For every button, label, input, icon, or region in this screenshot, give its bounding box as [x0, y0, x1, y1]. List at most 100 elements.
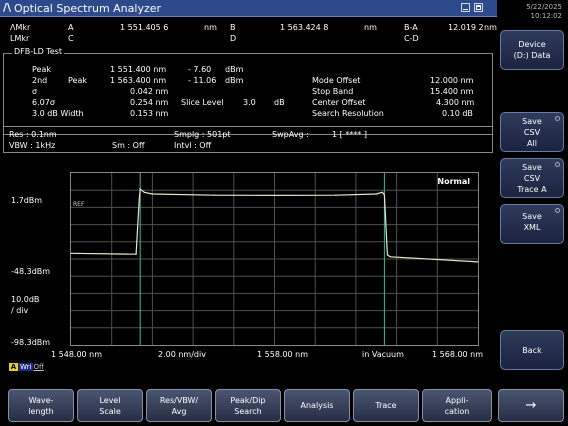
- softkey-line: Back: [522, 346, 542, 355]
- fkey-line: Scale: [99, 406, 121, 416]
- fkey-line: Res/VBW/: [159, 395, 199, 405]
- datetime-display: 5/22/2025 10:12:02: [497, 0, 568, 26]
- trace-point: [386, 254, 389, 256]
- trace-point: [389, 256, 392, 258]
- level-scale-key[interactable]: Level Scale: [77, 389, 143, 422]
- marker-ba-value: 12.019 2: [448, 23, 484, 32]
- peak-dip-search-key[interactable]: Peak/Dip Search: [215, 389, 281, 422]
- trace-key[interactable]: Trace: [353, 389, 419, 422]
- swpavg-label: SwpAvg :: [272, 130, 309, 139]
- trace-point: [138, 199, 140, 201]
- marker-ba-unit: nm: [484, 23, 497, 32]
- date-text: 5/22/2025: [526, 3, 562, 11]
- trace-point: [135, 253, 137, 255]
- x-start-label: 1 548.00 nm: [51, 350, 103, 359]
- y-scale-label-1: 10.0dB: [11, 295, 40, 304]
- softkey-panel: Device (D:) Data Save CSV All Save CSV T…: [497, 26, 568, 380]
- app-logo-icon: /\: [3, 1, 12, 14]
- softkey-line: XML: [523, 223, 541, 232]
- res-vbw-avg-key[interactable]: Res/VBW/ Avg: [146, 389, 212, 422]
- maximize-button[interactable]: [474, 3, 483, 12]
- display-mode-label: Normal: [437, 177, 470, 186]
- second-level: - 11.06: [188, 76, 217, 85]
- next-page-arrow-key[interactable]: →: [498, 389, 564, 422]
- ref-marker-label: REF: [73, 201, 85, 208]
- smplg-text: Smplg : 501pt: [174, 130, 231, 139]
- marker-cd-label: C-D: [404, 34, 419, 43]
- softkey-line: (D:) Data: [513, 51, 551, 60]
- write-state: Off: [33, 363, 44, 371]
- write-mode: Wri: [18, 363, 34, 371]
- write-indicator: A Wri Off: [9, 363, 44, 374]
- trace-point: [383, 194, 385, 196]
- wavelength-key[interactable]: Wave- length: [8, 389, 74, 422]
- trace-point: [143, 191, 145, 193]
- amkr-id: A: [68, 23, 74, 32]
- dfb-ld-test-title: DFB-LD Test: [12, 47, 65, 56]
- marker-ba-label: B-A: [404, 23, 418, 32]
- indicator-dot-icon: [555, 208, 560, 213]
- window-title: Optical Spectrum Analyzer: [14, 2, 162, 15]
- x-div-label: 2.00 nm/div: [158, 350, 206, 359]
- minimize-button[interactable]: [461, 3, 470, 12]
- search-resolution-label: Search Resolution: [312, 109, 384, 118]
- title-bar: /\ Optical Spectrum Analyzer: [0, 0, 497, 17]
- softkey-line: Save: [522, 212, 542, 221]
- marker-b-unit: nm: [364, 23, 377, 32]
- softkey-line: CSV: [523, 174, 541, 183]
- indicator-dot-icon: [555, 162, 560, 167]
- trace-point: [151, 193, 153, 195]
- device-data-softkey[interactable]: Device (D:) Data: [500, 30, 564, 70]
- spectrum-graph[interactable]: Normal REF: [70, 172, 479, 346]
- x-center-label: 1 558.00 nm: [257, 350, 309, 359]
- save-xml-softkey[interactable]: Save XML: [500, 204, 564, 244]
- amkr-label: ΛMkr: [10, 23, 31, 32]
- fkey-line: cation: [444, 406, 470, 416]
- marker-d-label: D: [230, 34, 237, 43]
- peak-level-unit: dBm: [225, 65, 244, 74]
- res-text: Res : 0.1nm: [9, 130, 57, 139]
- swpavg-value: 1 [ **** ]: [332, 130, 367, 139]
- softkey-line: Device: [518, 40, 546, 49]
- analysis-key[interactable]: Analysis: [284, 389, 350, 422]
- x-medium-label: in Vacuum: [362, 350, 404, 359]
- conditions-box: [3, 126, 493, 153]
- second-peak-label: Peak: [68, 76, 87, 85]
- sigma-value: 0.042 nm: [130, 87, 169, 96]
- trace-point: [381, 191, 383, 193]
- back-softkey[interactable]: Back: [500, 330, 564, 370]
- softkey-line: Save: [522, 163, 542, 172]
- measurement-panel: ΛMkr A 1 551.405 6 nm B 1 563.424 8 nm B…: [0, 17, 497, 154]
- slice-level-unit: dB: [274, 98, 285, 107]
- sigma607-label: 6.07σ: [32, 98, 55, 107]
- y-mid-label: -48.3dBm: [11, 267, 51, 276]
- lmkr-id: C: [68, 34, 74, 43]
- arrow-right-icon: →: [525, 398, 537, 413]
- trace-id: A: [9, 363, 18, 371]
- trace-point: [375, 193, 377, 195]
- trace-point: [71, 252, 72, 254]
- application-key[interactable]: Appli- cation: [422, 389, 492, 422]
- y-bottom-label: -98.3dBm: [11, 338, 51, 347]
- trace-point: [477, 261, 478, 263]
- fkey-line: Search: [234, 406, 262, 416]
- sigma607-value: 0.254 nm: [130, 98, 169, 107]
- softkey-line: CSV: [523, 128, 541, 137]
- indicator-dot-icon: [555, 116, 560, 121]
- stop-band-value: 15.400 nm: [430, 87, 474, 96]
- softkey-line: Trace A: [517, 185, 547, 194]
- sm-text: Sm : Off: [112, 141, 145, 150]
- spectrum-plot: [71, 173, 478, 345]
- fkey-line: Level: [99, 395, 121, 405]
- y-top-label: 1.7dBm: [11, 196, 43, 205]
- save-csv-all-softkey[interactable]: Save CSV All: [500, 112, 564, 152]
- fkey-line: Avg: [171, 406, 187, 416]
- fkey-line: Peak/Dip: [230, 395, 266, 405]
- save-csv-trace-a-softkey[interactable]: Save CSV Trace A: [500, 158, 564, 198]
- dfb-ld-test-group: [3, 53, 493, 135]
- peak-label: Peak: [32, 65, 51, 74]
- search-resolution-value: 0.10 dB: [442, 109, 473, 118]
- trace-point: [334, 194, 337, 196]
- time-text: 10:12:02: [530, 12, 562, 20]
- mode-offset-label: Mode Offset: [312, 76, 361, 85]
